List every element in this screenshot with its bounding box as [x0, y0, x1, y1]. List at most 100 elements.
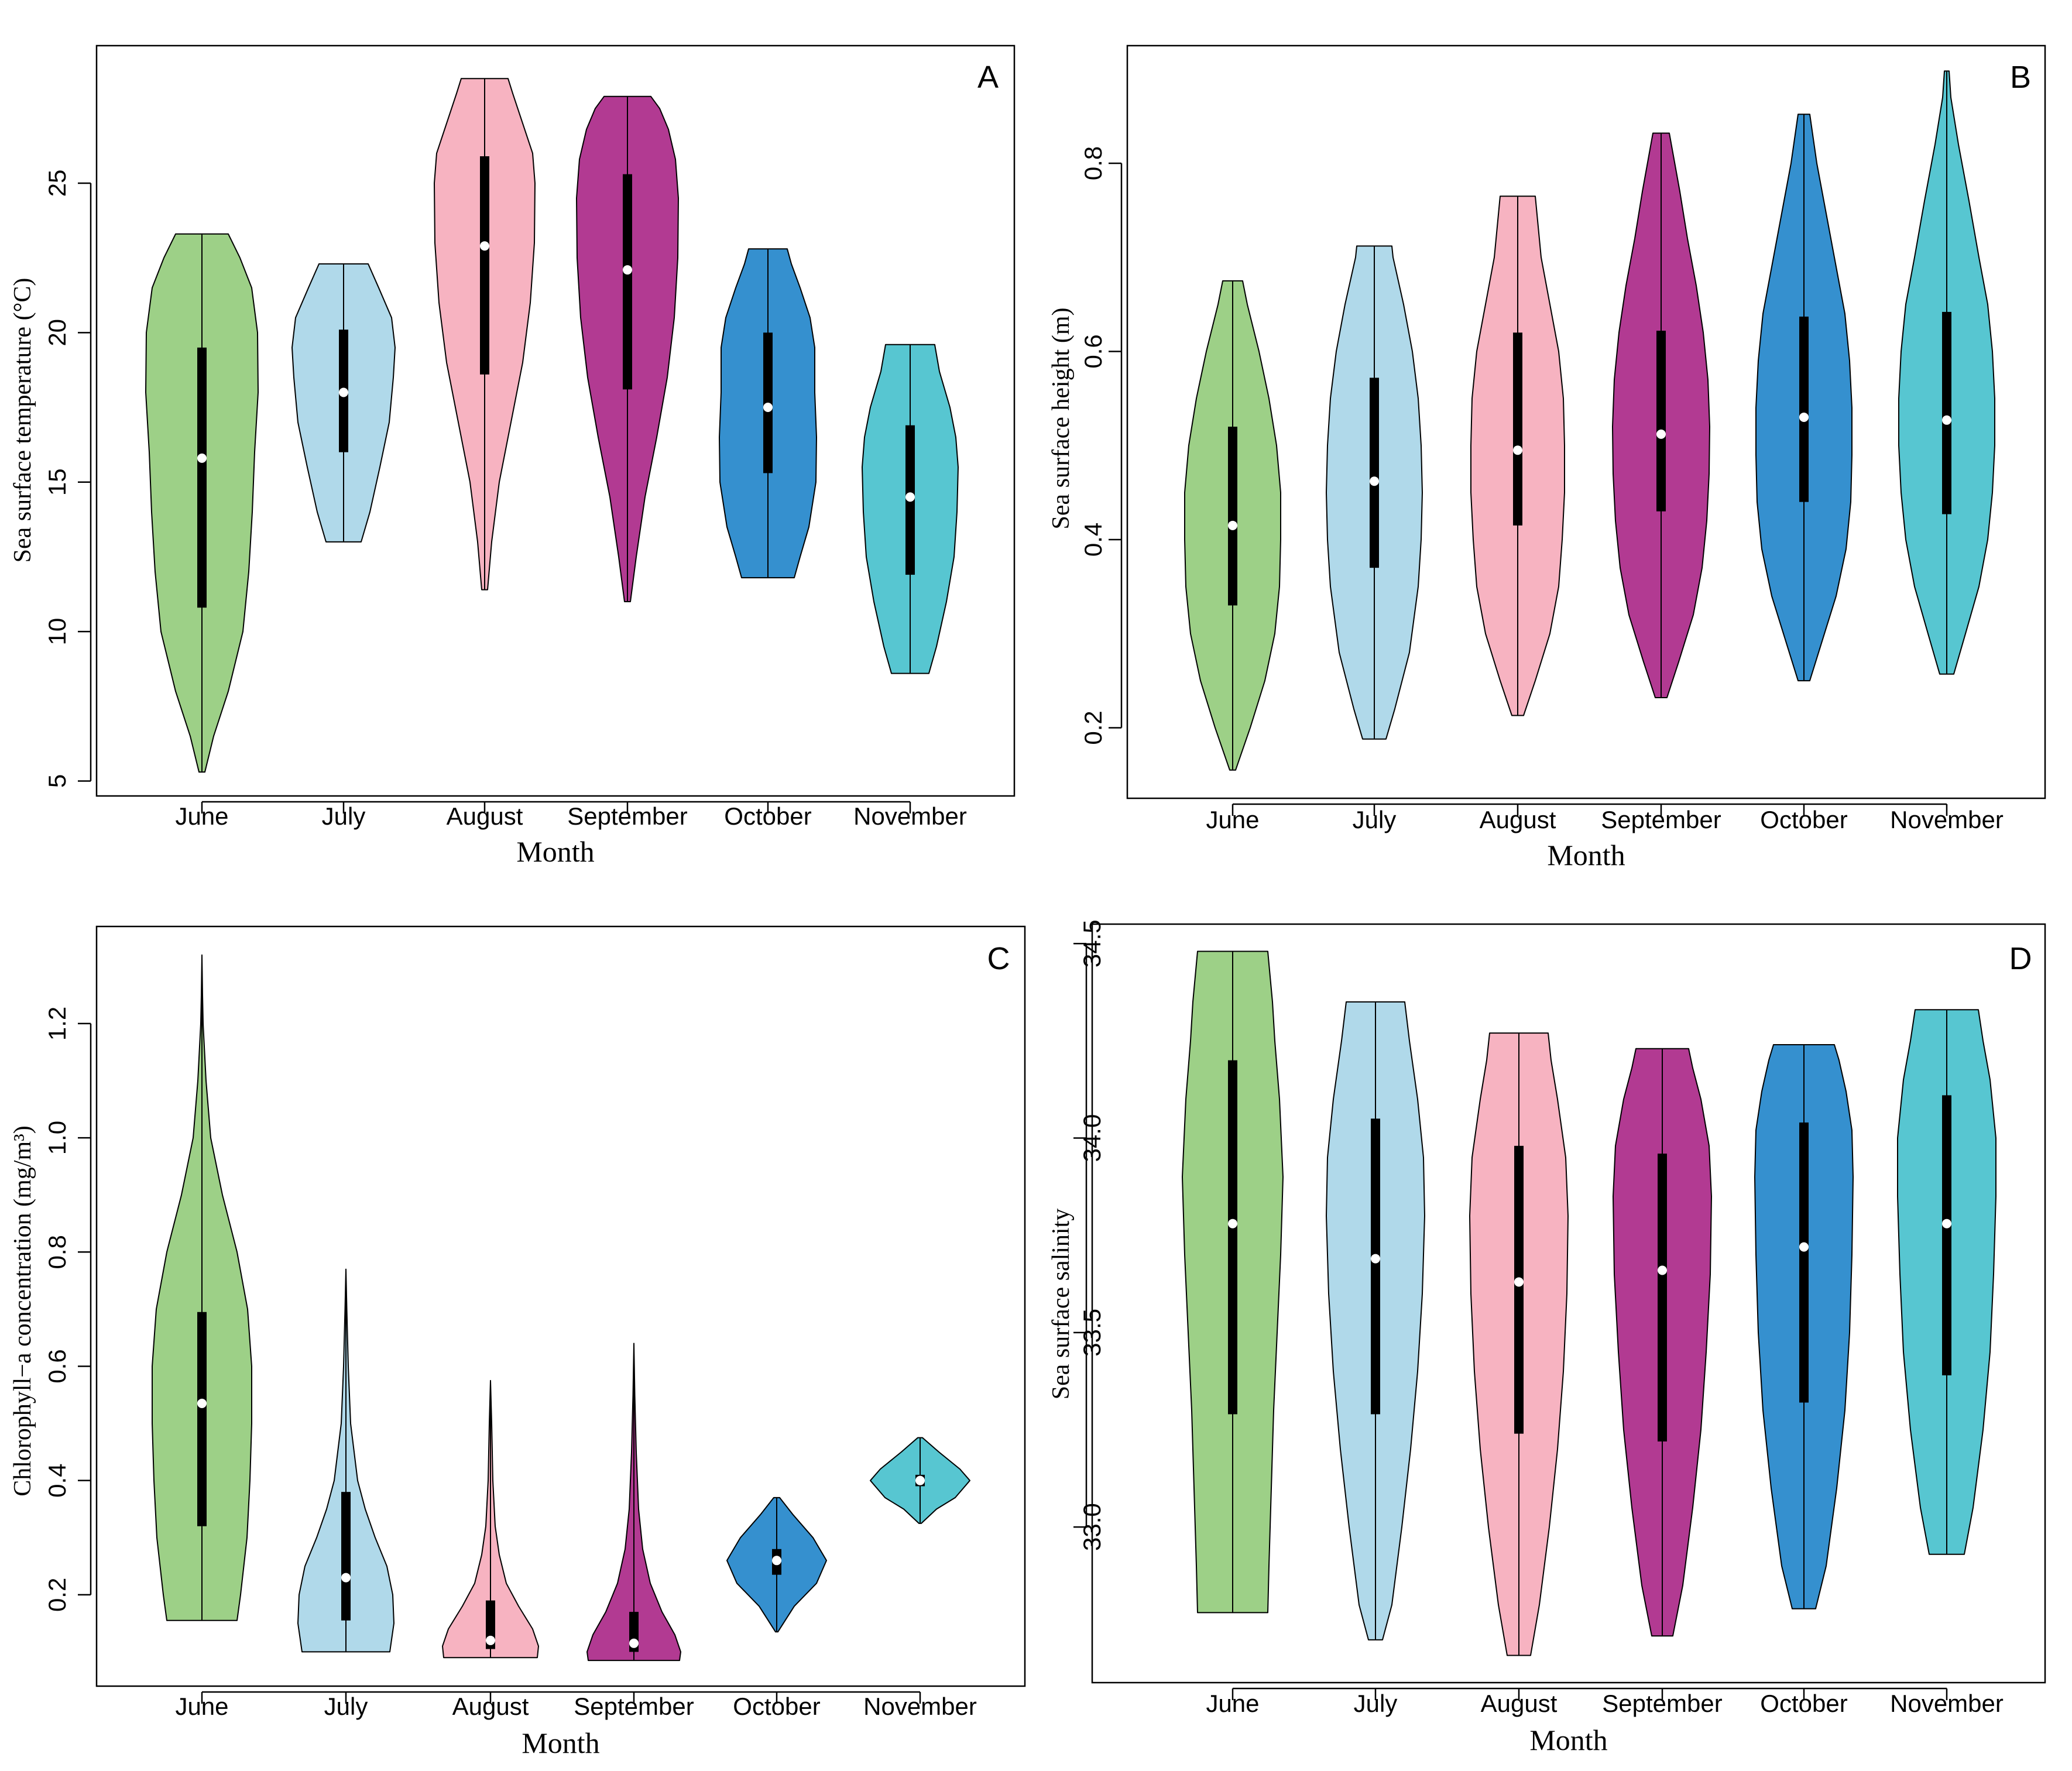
x-tick-label-july: July	[322, 802, 366, 830]
violin-median-point	[486, 1635, 495, 1645]
x-tick-label-june: June	[175, 1693, 228, 1720]
y-axis-title: Sea surface temperature (°C)	[9, 278, 36, 563]
panel-C: 0.2 0.4 0.6 0.8 1.0 1.2 June July August Septembe…	[9, 925, 1026, 1759]
violin-august	[1470, 195, 1565, 716]
violin-iqr-box	[1799, 1122, 1809, 1403]
violin-median-point	[1799, 1242, 1809, 1252]
violin-iqr-box	[1228, 1060, 1237, 1415]
violin-median-point	[1514, 1277, 1524, 1287]
y-axis-title: Sea surface height (m)	[1048, 307, 1075, 529]
violin-median-point	[339, 387, 348, 397]
violin-september	[586, 1343, 681, 1662]
panel-letter: B	[2010, 60, 2031, 95]
violin-july	[291, 263, 396, 543]
y-tick-label: 1.0	[43, 1121, 71, 1155]
y-tick-label: 0.8	[43, 1235, 71, 1269]
y-tick-label: 5	[43, 774, 71, 788]
violin-iqr-box	[197, 347, 207, 608]
y-tick-label: 20	[43, 319, 71, 346]
y-tick-label: 10	[43, 618, 71, 646]
y-tick-label: 15	[43, 468, 71, 496]
violin-september	[1613, 1048, 1712, 1637]
x-axis-title: Month	[522, 1727, 599, 1759]
y-tick-label: 0.4	[1079, 523, 1107, 557]
y-axis-title: Sea surface salinity	[1048, 1209, 1075, 1400]
x-tick-label-september: September	[567, 802, 687, 830]
violin-october	[726, 1497, 827, 1633]
violin-median-point	[1228, 1219, 1237, 1228]
y-tick-label: 0.2	[1079, 711, 1107, 744]
violin-median-point	[915, 1475, 925, 1485]
violin-iqr-box	[1799, 316, 1809, 502]
violin-september	[1612, 132, 1710, 698]
violin-iqr-box	[623, 174, 632, 390]
y-tick-label: 0.6	[43, 1349, 71, 1383]
violin-june	[1182, 950, 1284, 1614]
plot-frame	[95, 925, 1026, 1687]
violin-median-point	[905, 492, 915, 502]
violin-iqr-box	[1942, 311, 1951, 514]
y-tick-label: 0.6	[1079, 334, 1107, 368]
violin-iqr-box	[480, 156, 489, 375]
x-tick-label-june: June	[1206, 1690, 1259, 1717]
panel-letter: C	[987, 941, 1010, 976]
x-tick-label-july: July	[324, 1693, 368, 1720]
violin-august	[434, 78, 536, 591]
plot-frame	[1091, 923, 2046, 1684]
violin-june	[1184, 280, 1281, 771]
y-axis-title: Chlorophyll−a concentration (mg/m³)	[9, 1125, 36, 1496]
y-tick-label: 0.4	[43, 1463, 71, 1497]
x-tick-label-november: November	[1890, 1690, 2004, 1717]
violin-iqr-box	[197, 1312, 207, 1526]
violin-median-point	[197, 1398, 207, 1408]
violin-june	[145, 233, 259, 773]
y-tick-label: 0.8	[1079, 146, 1107, 180]
panel-letter: D	[2009, 941, 2032, 976]
violin-median-point	[1656, 429, 1666, 439]
panel-A: 5 10 15 20 25 June July August September October N…	[9, 44, 1016, 868]
violin-median-point	[480, 241, 489, 251]
violin-iqr-box	[1371, 1118, 1380, 1415]
violin-iqr-box	[1658, 1154, 1667, 1441]
violin-july	[1326, 245, 1423, 740]
x-tick-label-june: June	[1206, 806, 1259, 833]
violin-november	[1897, 1009, 1996, 1555]
violin-median-point	[341, 1573, 351, 1583]
violin-iqr-box	[1942, 1095, 1951, 1375]
violin-iqr-box	[1656, 331, 1666, 512]
y-tick-label: 34.5	[1078, 919, 1106, 967]
violin-november	[870, 1437, 970, 1524]
x-tick-label-june: June	[175, 802, 228, 830]
violin-september	[576, 95, 679, 602]
violin-august	[442, 1379, 539, 1659]
violin-median-point	[197, 453, 207, 463]
violin-october	[1754, 1044, 1854, 1609]
violin-median-point	[1942, 1219, 1951, 1228]
x-tick-label-september: September	[1601, 806, 1721, 833]
violin-median-point	[1799, 412, 1809, 422]
violin-iqr-box	[1228, 427, 1237, 606]
x-axis-title: Month	[1529, 1724, 1607, 1756]
violin-iqr-box	[1513, 332, 1522, 526]
violin-november	[1898, 70, 1995, 675]
x-tick-label-october: October	[1760, 1690, 1847, 1717]
violin-median-point	[629, 1638, 639, 1648]
y-tick-label: 34.0	[1078, 1114, 1106, 1162]
violin-iqr-box	[341, 1492, 351, 1621]
violin-july	[1326, 1001, 1425, 1640]
violin-november	[862, 344, 959, 674]
violin-median-point	[763, 403, 773, 413]
x-tick-label-july: July	[1354, 1690, 1398, 1717]
plot-frame	[95, 44, 1016, 797]
panel-D: 33.0 33.5 34.0 34.5 June July August September O…	[1048, 919, 2046, 1756]
x-tick-label-november: November	[1890, 806, 2004, 833]
violin-july	[297, 1268, 394, 1653]
violin-median-point	[1228, 520, 1237, 530]
plot-frame	[1126, 44, 2046, 799]
violin-iqr-box	[1514, 1145, 1524, 1434]
y-tick-label: 25	[43, 170, 71, 197]
y-tick-label: 33.0	[1078, 1503, 1106, 1551]
y-tick-label: 33.5	[1078, 1309, 1106, 1357]
x-axis-title: Month	[516, 835, 594, 868]
